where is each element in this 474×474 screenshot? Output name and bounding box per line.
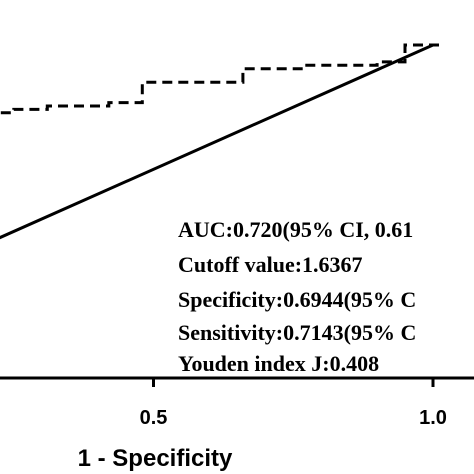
- label-layer: 0.5 1.0 1 - Specificity: [78, 407, 447, 472]
- auc-annotation: AUC:0.720(95% CI, 0.61: [178, 217, 414, 242]
- x-axis: [0, 376, 474, 387]
- series-layer: [0, 43, 445, 240]
- reference-line: [0, 43, 434, 240]
- x-axis-title: 1 - Specificity: [78, 445, 233, 472]
- x-tick-label: 0.5: [140, 407, 168, 429]
- sensitivity-annotation: Sensitivity:0.7143(95% C: [178, 320, 417, 345]
- roc-curve: [0, 43, 445, 115]
- x-tick-label: 1.0: [419, 407, 447, 429]
- specificity-annotation: Specificity:0.6944(95% C: [178, 287, 417, 312]
- cutoff-annotation: Cutoff value:1.6367: [178, 252, 363, 277]
- youden-annotation: Youden index J:0.408: [178, 351, 380, 376]
